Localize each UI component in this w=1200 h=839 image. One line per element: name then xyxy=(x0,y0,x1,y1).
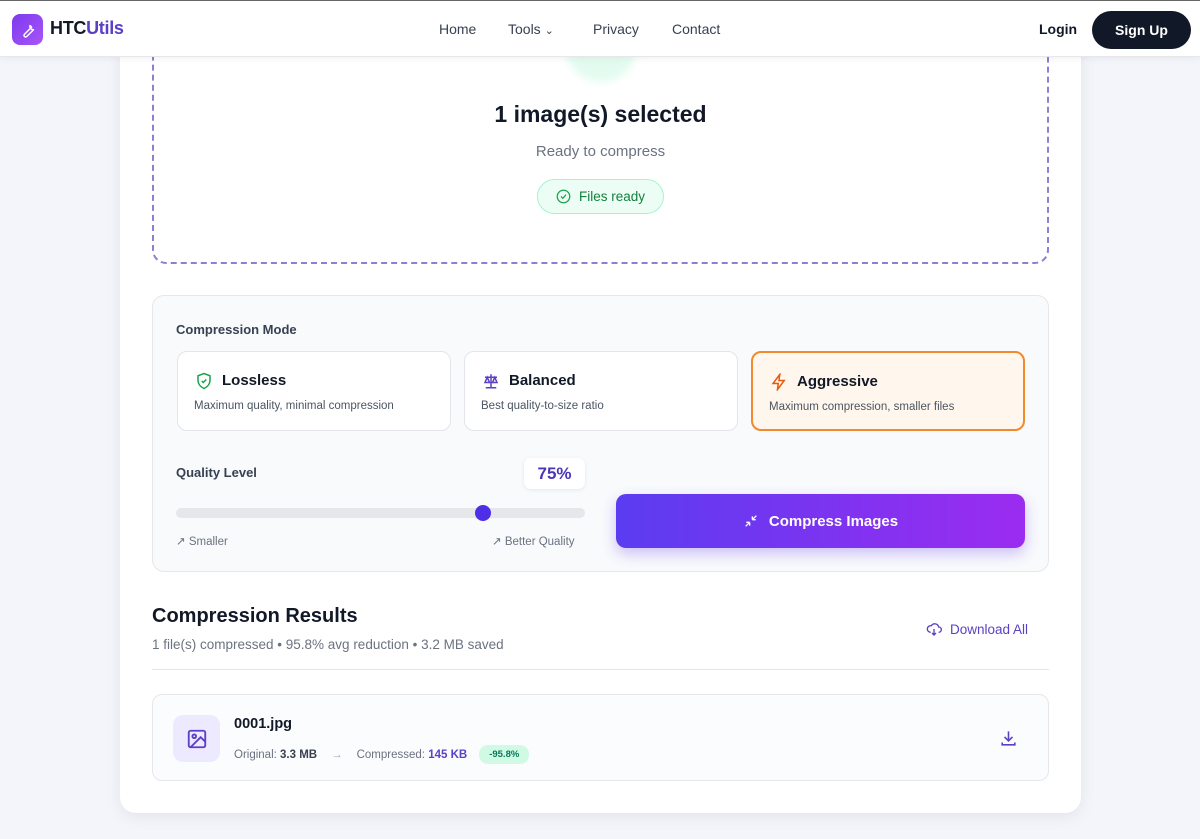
download-icon[interactable] xyxy=(999,729,1018,748)
quality-value: 75% xyxy=(524,458,585,489)
results-title: Compression Results xyxy=(152,605,358,627)
original-size: 3.3 MB xyxy=(280,748,318,761)
signup-button[interactable]: Sign Up xyxy=(1092,11,1191,49)
zap-icon xyxy=(771,373,786,391)
nav-privacy[interactable]: Privacy xyxy=(593,21,639,37)
mode-aggressive[interactable]: Aggressive Maximum compression, smaller … xyxy=(751,351,1025,431)
nav-tools-label: Tools xyxy=(508,21,541,37)
brand-suffix: Utils xyxy=(86,18,124,38)
max-label: ↗ Better Quality xyxy=(492,534,575,548)
mode-balanced[interactable]: Balanced Best quality-to-size ratio xyxy=(464,351,738,431)
arrow-right-icon: → xyxy=(331,748,343,761)
scale-icon xyxy=(483,374,499,389)
brand-prefix: HTC xyxy=(50,18,87,38)
image-file-icon xyxy=(173,715,220,762)
maximize-icon: ↗ xyxy=(492,536,502,548)
chevron-down-icon: ⌄ xyxy=(544,25,554,37)
login-link[interactable]: Login xyxy=(1039,21,1078,37)
check-circle-icon xyxy=(556,189,571,204)
compress-images-button[interactable]: Compress Images xyxy=(616,494,1025,548)
compressed-size: 145 KB xyxy=(428,748,468,761)
file-stats: Original: 3.3 MB → Compressed: 145 KB -9… xyxy=(234,745,530,764)
files-ready-badge: Files ready xyxy=(537,179,664,214)
min-label-text: Smaller xyxy=(188,536,228,548)
mode-title: Balanced xyxy=(509,372,576,389)
nav-home[interactable]: Home xyxy=(439,21,477,37)
upload-dropzone[interactable] xyxy=(152,20,1049,264)
file-name: 0001.jpg xyxy=(234,716,293,732)
wrench-logo-icon[interactable] xyxy=(12,14,43,45)
original-label: Original: xyxy=(234,748,277,761)
slider-thumb[interactable] xyxy=(474,505,491,521)
minimize-arrows-icon xyxy=(745,515,757,527)
brand-name[interactable]: HTCUtils xyxy=(50,18,124,39)
divider xyxy=(152,669,1049,670)
quality-level-label: Quality Level xyxy=(176,465,257,480)
mode-title: Lossless xyxy=(222,372,287,389)
upload-title: 1 image(s) selected xyxy=(494,101,707,127)
upload-subtitle: Ready to compress xyxy=(535,143,666,160)
min-label: ↗ Smaller xyxy=(176,534,228,548)
download-all-label: Download All xyxy=(950,621,1029,637)
nav-tools[interactable]: Tools ⌄ xyxy=(508,21,554,37)
compression-mode-label: Compression Mode xyxy=(176,322,297,337)
mode-description: Maximum quality, minimal compression xyxy=(194,400,394,412)
results-summary: 1 file(s) compressed • 95.8% avg reducti… xyxy=(152,637,504,652)
files-ready-text: Files ready xyxy=(578,189,646,204)
download-all-link[interactable]: Download All xyxy=(926,621,1028,637)
file-row: 0001.jpg Original: 3.3 MB → Compressed: … xyxy=(152,694,1049,781)
minimize-icon: ↗ xyxy=(176,536,186,548)
compressed-label: Compressed: xyxy=(356,748,425,761)
mode-description: Maximum compression, smaller files xyxy=(769,401,955,413)
quality-slider[interactable] xyxy=(176,505,585,521)
compress-button-label: Compress Images xyxy=(768,512,899,530)
max-label-text: Better Quality xyxy=(504,536,575,548)
reduction-badge: -95.8% xyxy=(479,745,530,764)
mode-title: Aggressive xyxy=(797,373,878,390)
top-nav: HTCUtils Home Tools ⌄ Privacy Contact Lo… xyxy=(0,0,1200,57)
mode-lossless[interactable]: Lossless Maximum quality, minimal compre… xyxy=(177,351,451,431)
mode-description: Best quality-to-size ratio xyxy=(481,400,604,412)
nav-contact[interactable]: Contact xyxy=(672,21,721,37)
shield-check-icon xyxy=(197,372,211,390)
cloud-download-icon xyxy=(926,623,942,636)
